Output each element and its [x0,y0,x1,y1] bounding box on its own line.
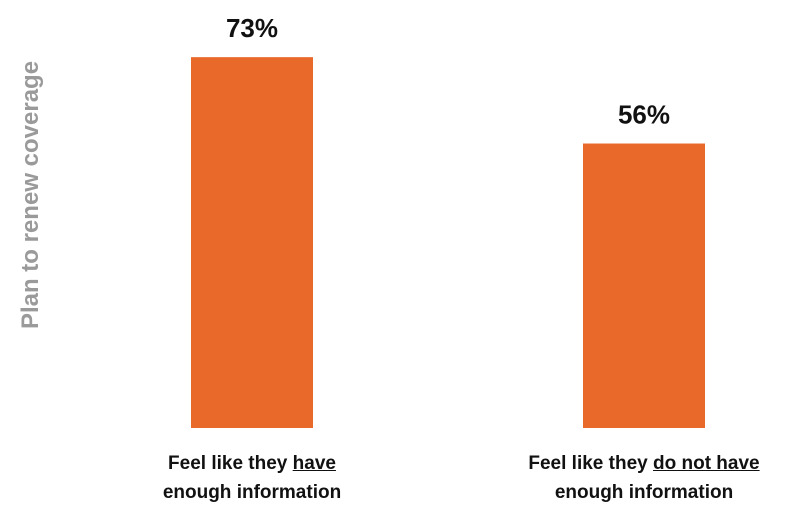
underlined-word: have [292,453,336,474]
category-label-line1: Feel like they do not have [528,453,760,474]
data-labels-group: 73% 56% [226,13,670,129]
data-label-0: 73% [226,13,278,43]
category-label-line2: enough information [554,481,734,503]
category-label-line1: Feel like they have [168,453,336,474]
bar-0 [191,57,313,428]
category-label-no-info: Feel like they do not have enough inform… [494,450,794,507]
y-axis-label: Plan to renew coverage [17,61,44,329]
category-label-line2: enough information [162,481,342,503]
data-label-1: 56% [618,100,670,130]
underlined-phrase: do not have [653,453,760,474]
category-label-have-info: Feel like they have enough information [102,450,402,507]
bars-group [191,57,705,428]
bar-1 [583,143,705,428]
